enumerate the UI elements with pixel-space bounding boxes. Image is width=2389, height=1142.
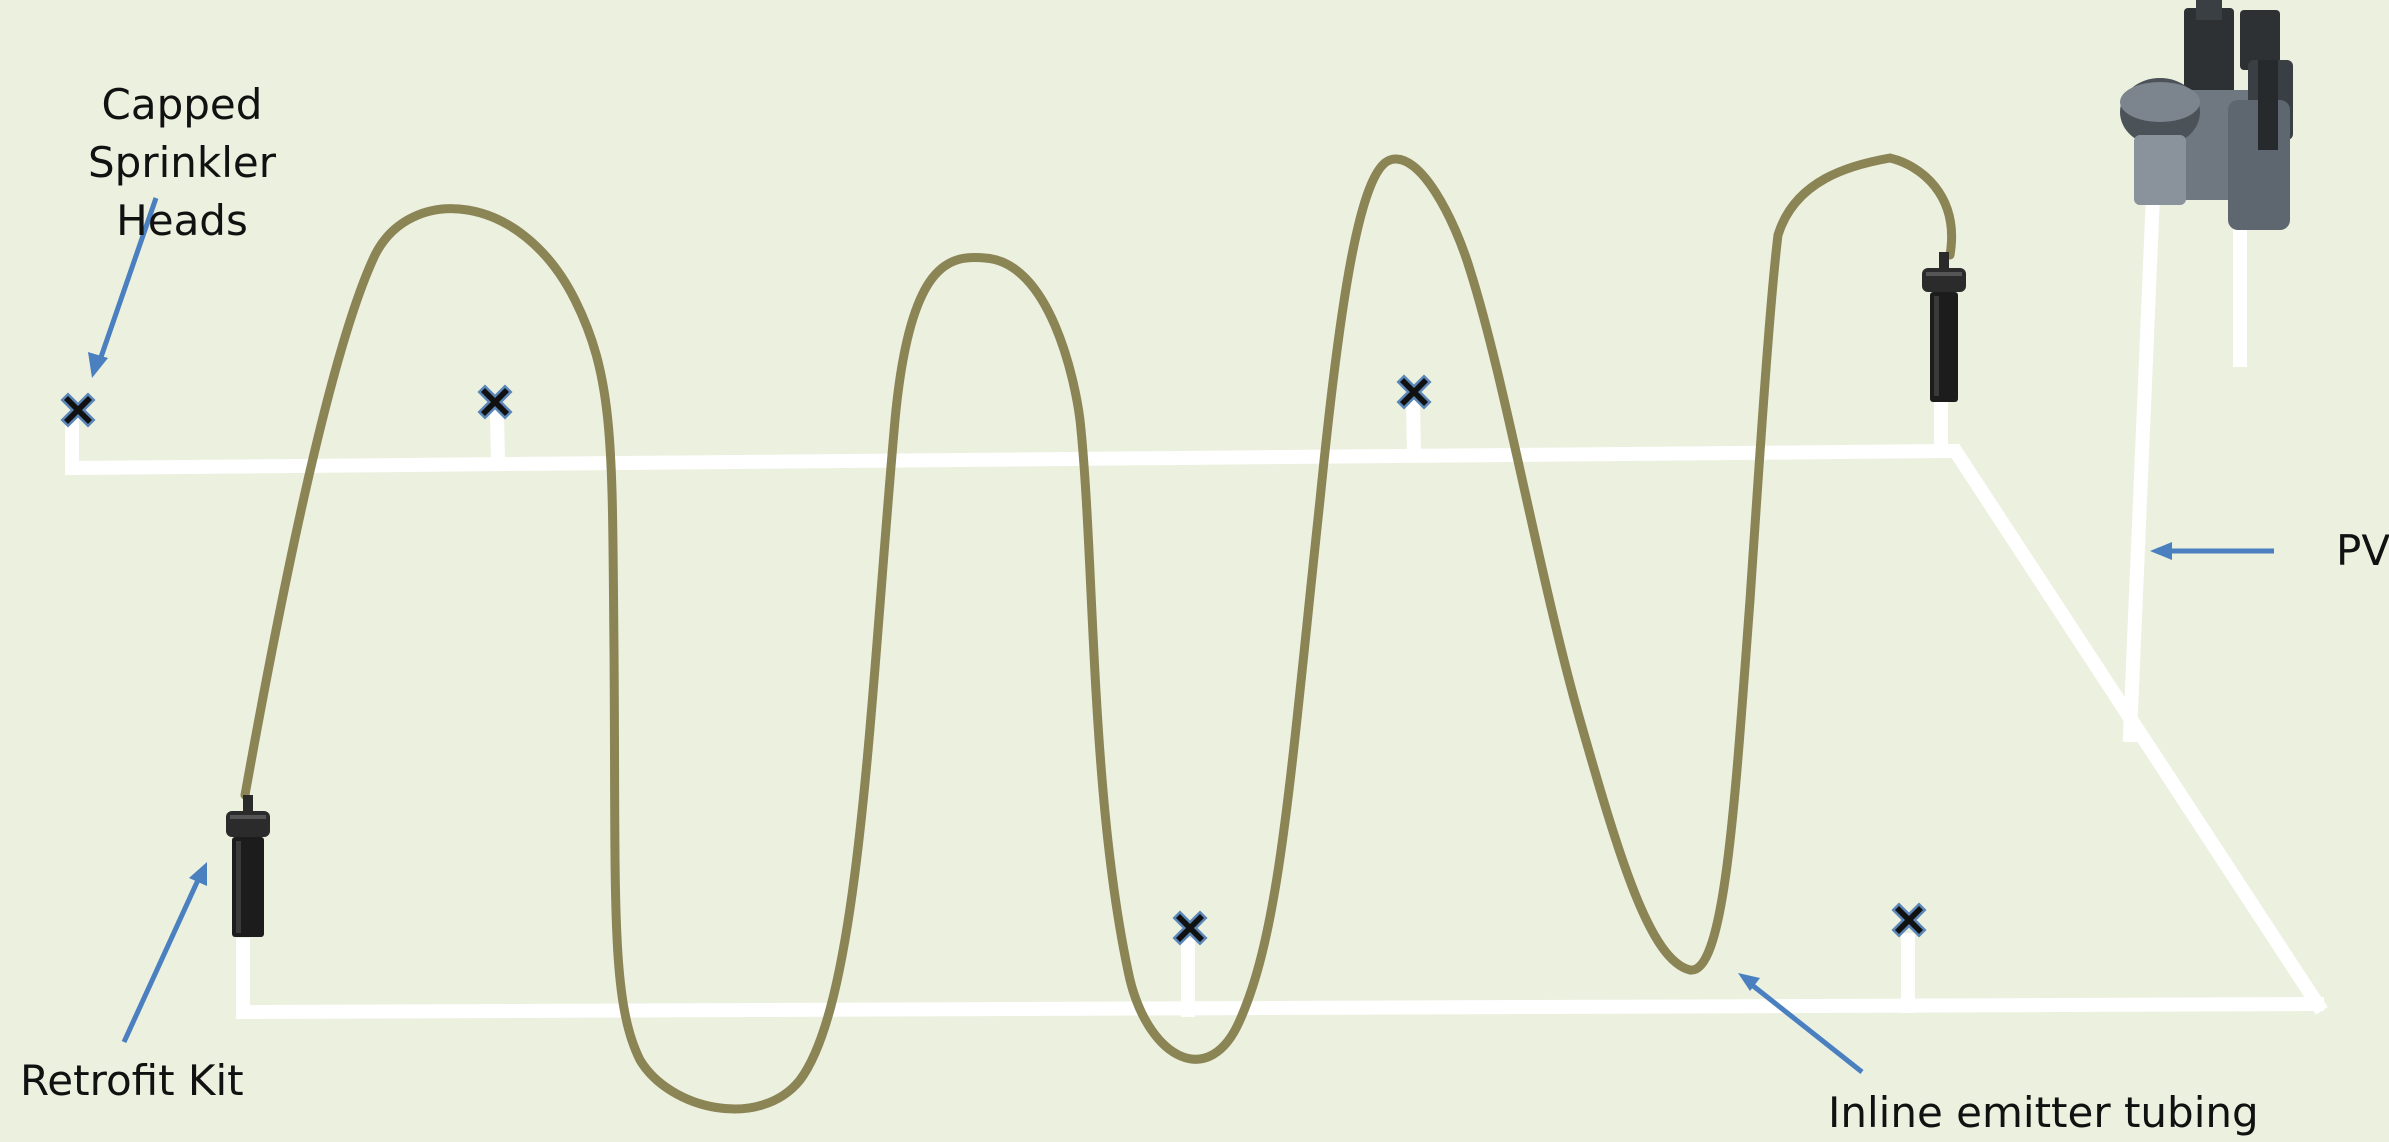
pointer-arrows: [88, 197, 2274, 1074]
arrow-capped-heads: [88, 197, 159, 378]
label-retrofit-kit: Retrofit Kit: [20, 1056, 244, 1105]
arrow-retrofit-kit: [121, 862, 207, 1044]
pvc-riser-2: [489, 407, 506, 468]
label-capped-sprinkler-heads: Capped Sprinkler Heads: [12, 76, 352, 250]
label-capped-line2: Heads: [116, 196, 248, 245]
x-mark-icon: [1172, 910, 1208, 946]
pvc-riser-3: [1405, 397, 1422, 460]
valve-icon: [2120, 0, 2293, 230]
label-pvc: PVC: [2336, 526, 2389, 575]
arrow-inline-tubing: [1738, 973, 1864, 1074]
label-inline-emitter-tubing: Inline emitter tubing: [1828, 1088, 2259, 1137]
x-mark-icon: [477, 384, 513, 420]
sprinkler-head-icon: [226, 795, 270, 937]
pvc-top-main: [64, 443, 1961, 476]
x-mark-icon: [1396, 374, 1432, 410]
pvc-pipes: [64, 187, 2328, 1020]
capped-heads: [60, 374, 1927, 946]
x-mark-icon: [1891, 902, 1927, 938]
pvc-bottom-main: [235, 996, 2325, 1020]
inline-emitter-tubing: [240, 153, 1956, 1114]
arrow-pvc: [2150, 542, 2274, 560]
pvc-diagonal: [1948, 445, 2328, 1015]
sprinkler-head-icon: [1922, 252, 1966, 402]
pvc-supply-vertical: [2122, 187, 2161, 743]
label-capped-line1: Capped Sprinkler: [88, 80, 276, 187]
x-mark-icon: [60, 392, 96, 428]
